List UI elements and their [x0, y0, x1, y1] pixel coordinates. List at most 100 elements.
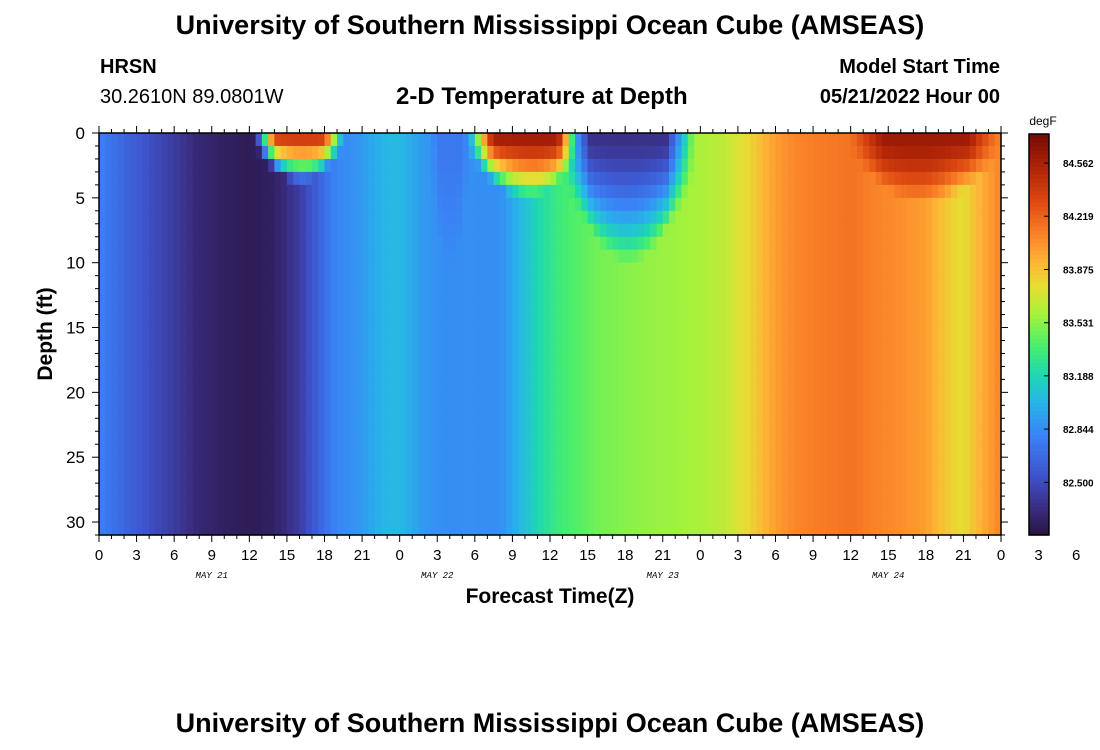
heatmap-cell [124, 133, 131, 147]
heatmap-cell [493, 262, 501, 277]
heatmap-cell [518, 223, 526, 238]
heatmap-cell [950, 301, 958, 316]
heatmap-cell [387, 340, 394, 355]
heatmap-cell [656, 236, 664, 251]
heatmap-cell [487, 236, 495, 251]
heatmap-cell [199, 197, 207, 212]
colorbar-band [1029, 218, 1049, 223]
heatmap-cell [380, 288, 388, 303]
heatmap-cell [875, 197, 883, 212]
heatmap-cell [161, 184, 169, 199]
heatmap-cell [318, 457, 326, 471]
heatmap-cell [825, 314, 833, 329]
heatmap-cell [806, 340, 814, 355]
heatmap-cell [280, 327, 288, 342]
heatmap-cell [575, 366, 582, 380]
heatmap-cell [556, 145, 564, 160]
heatmap-cell [318, 249, 326, 264]
heatmap-cell [192, 431, 200, 445]
heatmap-cell [543, 405, 551, 419]
heatmap-cell [99, 340, 106, 355]
heatmap-cell [756, 236, 764, 251]
heatmap-cell [224, 366, 232, 380]
heatmap-cell [468, 210, 476, 225]
heatmap-cell [881, 145, 889, 160]
x-axis-label: Forecast Time(Z) [466, 585, 635, 608]
heatmap-cell [192, 496, 200, 510]
heatmap-cell [706, 236, 714, 251]
heatmap-cell [706, 327, 714, 342]
heatmap-cell [562, 470, 570, 484]
heatmap-cell [167, 405, 175, 419]
heatmap-cell [894, 236, 902, 251]
heatmap-cell [788, 184, 795, 199]
heatmap-cell [180, 236, 188, 251]
heatmap-cell [606, 353, 614, 368]
heatmap-cell [180, 340, 188, 355]
heatmap-cell [368, 249, 376, 264]
heatmap-cell [293, 392, 301, 406]
colorbar-band [1029, 450, 1049, 456]
colorbar-band [1029, 274, 1049, 279]
colorbar-band [1029, 206, 1049, 211]
heatmap-cell [775, 353, 783, 368]
heatmap-cell [838, 158, 845, 173]
heatmap-cell [750, 262, 758, 277]
heatmap-cell [969, 184, 977, 199]
heatmap-cell [938, 483, 946, 497]
heatmap-cell [831, 145, 839, 160]
heatmap-cell [274, 236, 282, 251]
heatmap-cell [706, 262, 714, 277]
heatmap-cell [775, 392, 783, 406]
heatmap-cell [656, 353, 664, 368]
heatmap-cell [456, 431, 463, 445]
heatmap-cell [762, 522, 770, 536]
heatmap-cell [299, 275, 307, 290]
heatmap-cell [600, 262, 607, 277]
heatmap-cell [863, 405, 871, 419]
heatmap-cell [957, 210, 965, 225]
heatmap-cell [957, 522, 965, 536]
heatmap-cell [230, 184, 238, 199]
heatmap-cell [775, 431, 783, 445]
heatmap-cell [819, 288, 827, 303]
heatmap-cell [869, 392, 877, 406]
heatmap-cell [612, 314, 620, 329]
heatmap-cell [174, 496, 182, 510]
heatmap-cell [142, 301, 150, 316]
heatmap-cell [769, 314, 777, 329]
heatmap-cell [268, 262, 275, 277]
heatmap-cell [562, 353, 570, 368]
heatmap-cell [324, 457, 332, 471]
heatmap-cell [944, 496, 952, 510]
heatmap-cell [499, 353, 507, 368]
heatmap-cell [744, 340, 752, 355]
heatmap-cell [750, 496, 758, 510]
heatmap-cell [556, 236, 564, 251]
heatmap-cell [437, 197, 445, 212]
heatmap-cell [975, 379, 983, 393]
heatmap-cell [324, 171, 332, 186]
heatmap-cell [211, 470, 219, 484]
heatmap-cell [437, 275, 445, 290]
y-tick-label: 5 [76, 189, 85, 208]
heatmap-cell [950, 509, 958, 523]
heatmap-cell [161, 379, 169, 393]
heatmap-cell [99, 184, 106, 199]
heatmap-cell [863, 249, 871, 264]
heatmap-cell [587, 197, 595, 212]
heatmap-cell [437, 249, 445, 264]
heatmap-cell [180, 522, 188, 536]
heatmap-cell [324, 418, 332, 432]
heatmap-cell [192, 249, 200, 264]
heatmap-cell [907, 353, 914, 368]
heatmap-cell [349, 133, 357, 147]
colorbar-band [1029, 410, 1049, 416]
heatmap-cell [192, 457, 200, 471]
heatmap-cell [788, 275, 795, 290]
heatmap-cell [982, 470, 990, 484]
heatmap-cell [944, 184, 952, 199]
heatmap-cell [299, 470, 307, 484]
heatmap-cell [418, 314, 426, 329]
